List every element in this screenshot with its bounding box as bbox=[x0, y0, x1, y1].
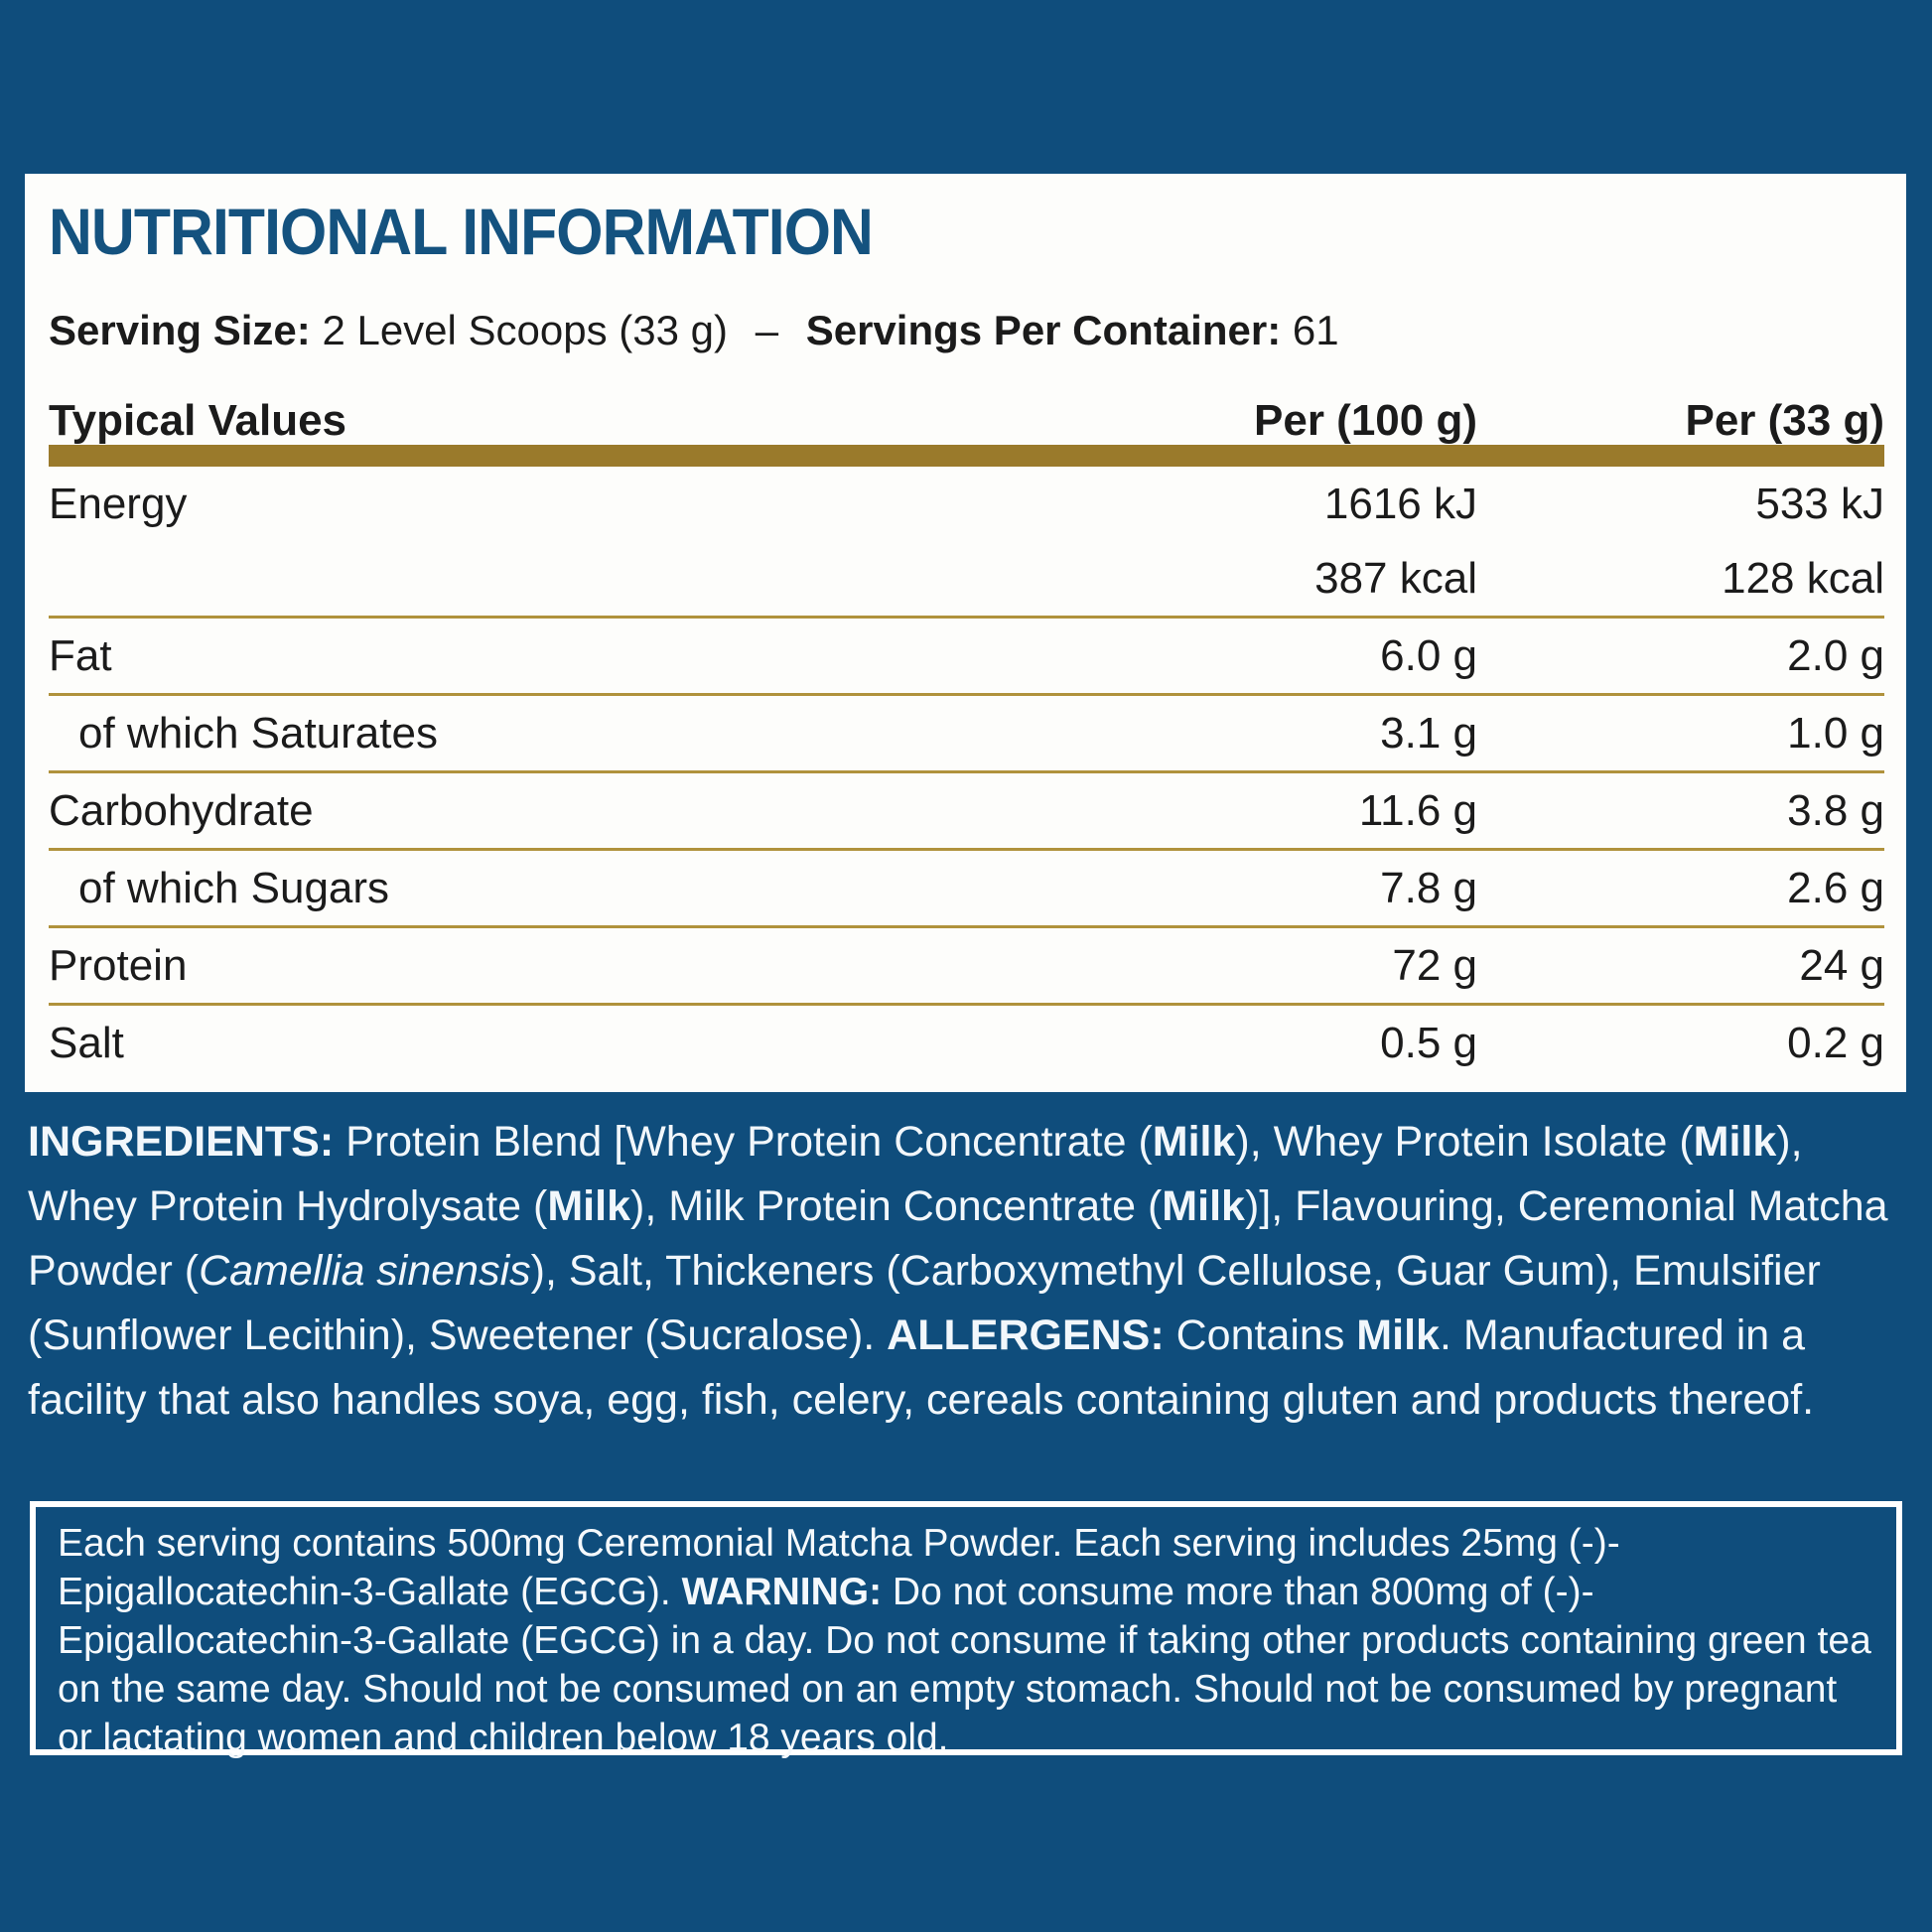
text-segment: Do not consume more than 800mg of (-)-Ep… bbox=[58, 1571, 1871, 1759]
table-row: of which Sugars 7.8 g 2.6 g bbox=[49, 851, 1884, 928]
table-row: of which Saturates 3.1 g 1.0 g bbox=[49, 696, 1884, 773]
matcha-warning-text: Each serving contains 500mg Ceremonial M… bbox=[36, 1507, 1896, 1762]
servings-per-container-label: Servings Per Container: bbox=[805, 307, 1282, 353]
panel-title: NUTRITIONAL INFORMATION bbox=[49, 195, 874, 268]
table-row: 387 kcal 128 kcal bbox=[49, 541, 1884, 619]
per-100g-value: 1616 kJ bbox=[1323, 479, 1477, 528]
nutrient-label: Protein bbox=[49, 940, 188, 990]
text-segment: Each serving contains 500mg Ceremonial M… bbox=[58, 1522, 1620, 1613]
text-segment: ), Whey Protein Hydrolysate ( bbox=[28, 1118, 1803, 1230]
per-33g-value: 1.0 g bbox=[1787, 708, 1884, 758]
table-row: Protein 72 g 24 g bbox=[49, 928, 1884, 1006]
servings-per-container-value: 61 bbox=[1292, 307, 1339, 353]
per-33g-value: 24 g bbox=[1799, 940, 1884, 990]
nutrient-label: Fat bbox=[49, 630, 112, 680]
table-header-row: Typical Values Per (100 g) Per (33 g) bbox=[49, 397, 1884, 445]
per-100g-value: 0.5 g bbox=[1380, 1018, 1477, 1067]
nutrition-panel: NUTRITIONAL INFORMATION Serving Size: 2 … bbox=[25, 174, 1906, 1092]
text-segment: Milk bbox=[1162, 1182, 1245, 1230]
column-header-typical-values: Typical Values bbox=[49, 396, 347, 445]
per-100g-value: 72 g bbox=[1392, 940, 1477, 990]
table-row: Energy 1616 kJ 533 kJ bbox=[49, 467, 1884, 541]
text-segment: Milk bbox=[1693, 1118, 1777, 1166]
per-33g-value: 128 kcal bbox=[1722, 553, 1884, 603]
text-segment: ), Whey Protein Isolate ( bbox=[1235, 1118, 1694, 1166]
text-segment: Camellia sinensis bbox=[199, 1247, 531, 1295]
text-segment: INGREDIENTS: bbox=[28, 1118, 346, 1166]
nutrient-label: Carbohydrate bbox=[49, 785, 314, 835]
text-segment: Milk bbox=[547, 1182, 630, 1230]
text-segment: Contains bbox=[1175, 1311, 1357, 1359]
nutrient-label: of which Sugars bbox=[78, 863, 390, 912]
serving-size-label: Serving Size: bbox=[49, 307, 311, 353]
per-100g-value: 387 kcal bbox=[1314, 553, 1477, 603]
table-row: Salt 0.5 g 0.2 g bbox=[49, 1006, 1884, 1080]
table-row: Fat 6.0 g 2.0 g bbox=[49, 619, 1884, 696]
per-33g-value: 533 kJ bbox=[1755, 479, 1884, 528]
text-segment: Milk bbox=[1152, 1118, 1236, 1166]
per-33g-value: 2.6 g bbox=[1787, 863, 1884, 912]
matcha-warning-box: Each serving contains 500mg Ceremonial M… bbox=[30, 1501, 1902, 1759]
gold-divider-bar bbox=[49, 445, 1884, 467]
per-100g-value: 11.6 g bbox=[1358, 785, 1477, 835]
text-segment: WARNING: bbox=[681, 1571, 893, 1613]
nutrient-label: of which Saturates bbox=[78, 708, 438, 758]
column-header-per-100g: Per (100 g) bbox=[1254, 396, 1477, 445]
text-segment: ALLERGENS: bbox=[887, 1311, 1176, 1359]
serving-size-value: 2 Level Scoops (33 g) bbox=[322, 307, 729, 353]
per-33g-value: 2.0 g bbox=[1787, 630, 1884, 680]
per-100g-value: 7.8 g bbox=[1380, 863, 1477, 912]
serving-line: Serving Size: 2 Level Scoops (33 g) – Se… bbox=[49, 308, 1884, 353]
per-100g-value: 6.0 g bbox=[1380, 630, 1477, 680]
table-row: Carbohydrate 11.6 g 3.8 g bbox=[49, 773, 1884, 851]
nutrition-table: Energy 1616 kJ 533 kJ 387 kcal 128 kcal … bbox=[49, 467, 1884, 1080]
text-segment: Protein Blend [Whey Protein Concentrate … bbox=[345, 1118, 1153, 1166]
ingredients-text: INGREDIENTS: Protein Blend [Whey Protein… bbox=[28, 1110, 1904, 1433]
per-100g-value: 3.1 g bbox=[1380, 708, 1477, 758]
text-segment: ), Salt, Thickeners (Carboxymethyl Cellu… bbox=[28, 1247, 1821, 1359]
per-33g-value: 3.8 g bbox=[1787, 785, 1884, 835]
text-segment: . Manufactured in a facility that also h… bbox=[28, 1311, 1815, 1424]
column-header-per-33g: Per (33 g) bbox=[1685, 396, 1884, 445]
nutrient-label: Energy bbox=[49, 479, 188, 528]
text-segment: )], Flavouring, Ceremonial Matcha Powder… bbox=[28, 1182, 1888, 1295]
nutrient-label: Salt bbox=[49, 1018, 124, 1067]
dash-separator: – bbox=[755, 307, 779, 353]
text-segment: Milk bbox=[1356, 1311, 1440, 1359]
text-segment: ), Milk Protein Concentrate ( bbox=[630, 1182, 1163, 1230]
per-33g-value: 0.2 g bbox=[1787, 1018, 1884, 1067]
